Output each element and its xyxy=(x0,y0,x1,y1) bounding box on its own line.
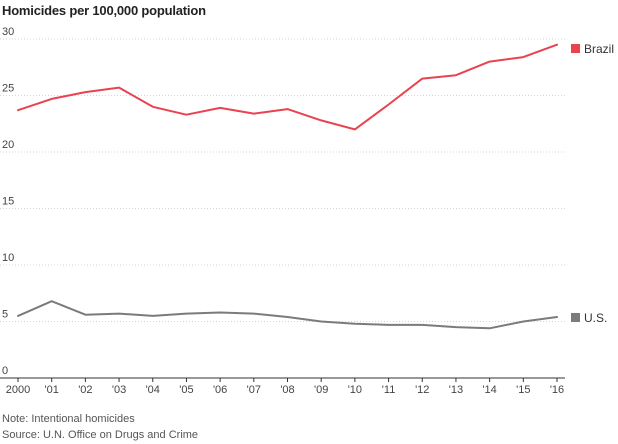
data-point-u-s-2002 xyxy=(84,314,86,316)
data-point-u-s-2016 xyxy=(556,316,558,318)
data-point-u-s-2010 xyxy=(354,323,356,325)
data-point-brazil-2009 xyxy=(320,119,322,121)
x-tick-label-2000: 2000 xyxy=(6,384,30,396)
legend-swatch-u-s xyxy=(571,312,580,322)
x-tick-label-2003: '03 xyxy=(112,384,126,396)
line-chart: 0 5 10 15 20 25 30 2000 '01 '02 '03 '04 '05 '06 '07 '08… xyxy=(0,26,614,396)
x-tick-label-2007: '07 xyxy=(247,384,261,396)
series-line-brazil xyxy=(17,43,558,131)
chart-note: Note: Intentional homicides xyxy=(2,413,135,425)
chart-source: Source: U.N. Office on Drugs and Crime xyxy=(2,429,199,441)
chart-title: Homicides per 100,000 population xyxy=(2,3,206,18)
data-point-u-s-2005 xyxy=(185,313,187,315)
data-point-brazil-2005 xyxy=(185,114,187,116)
y-tick-label-15: 15 xyxy=(2,196,14,208)
data-point-u-s-2001 xyxy=(51,300,53,302)
data-point-brazil-2004 xyxy=(152,106,154,108)
data-point-u-s-2007 xyxy=(253,313,255,315)
data-point-brazil-2012 xyxy=(421,78,423,80)
data-point-brazil-2014 xyxy=(489,61,491,63)
data-point-brazil-2001 xyxy=(51,98,53,100)
data-point-u-s-2013 xyxy=(455,326,457,328)
x-tick-label-2001: '01 xyxy=(45,384,59,396)
data-point-brazil-2002 xyxy=(84,91,86,93)
y-tick-label-10: 10 xyxy=(2,252,14,264)
x-tick-label-2009: '09 xyxy=(314,384,328,396)
x-tick-label-2004: '04 xyxy=(146,384,160,396)
data-point-brazil-2008 xyxy=(287,108,289,110)
x-tick-label-2013: '13 xyxy=(449,384,463,396)
data-point-brazil-2016 xyxy=(556,44,558,46)
data-point-u-s-2003 xyxy=(118,313,120,315)
legend-swatch-brazil xyxy=(571,44,580,53)
data-point-u-s-2011 xyxy=(388,324,390,326)
data-point-u-s-2009 xyxy=(320,321,322,323)
legend-label-brazil: Brazil xyxy=(584,42,614,56)
x-tick-label-2016: '16 xyxy=(550,384,564,396)
data-point-brazil-2013 xyxy=(455,74,457,76)
data-point-brazil-2011 xyxy=(388,104,390,106)
data-point-brazil-2006 xyxy=(219,107,221,109)
x-tick-label-2015: '15 xyxy=(516,384,530,396)
y-tick-label-5: 5 xyxy=(2,309,8,321)
data-point-u-s-2008 xyxy=(287,316,289,318)
y-tick-label-30: 30 xyxy=(2,26,14,38)
y-tick-label-0: 0 xyxy=(2,365,8,377)
x-tick-label-2002: '02 xyxy=(78,384,92,396)
x-tick-label-2005: '05 xyxy=(179,384,193,396)
data-point-u-s-2015 xyxy=(522,321,524,323)
data-point-brazil-2010 xyxy=(354,128,356,130)
data-point-u-s-2000 xyxy=(17,315,19,317)
series-line-u-s xyxy=(17,300,558,330)
data-point-brazil-2003 xyxy=(118,87,120,89)
data-point-brazil-2015 xyxy=(522,56,524,58)
data-point-u-s-2004 xyxy=(152,315,154,317)
x-tick-label-2010: '10 xyxy=(348,384,362,396)
x-tick-label-2014: '14 xyxy=(482,384,496,396)
data-point-u-s-2006 xyxy=(219,311,221,313)
x-tick-label-2012: '12 xyxy=(415,384,429,396)
data-point-brazil-2000 xyxy=(17,109,19,111)
data-point-u-s-2014 xyxy=(489,327,491,329)
data-point-brazil-2007 xyxy=(253,113,255,115)
y-tick-label-20: 20 xyxy=(2,139,14,151)
x-tick-label-2006: '06 xyxy=(213,384,227,396)
y-tick-label-25: 25 xyxy=(2,83,14,95)
x-tick-label-2008: '08 xyxy=(280,384,294,396)
x-tick-label-2011: '11 xyxy=(382,384,396,396)
data-point-u-s-2012 xyxy=(421,324,423,326)
legend-label-u-s: U.S. xyxy=(584,311,607,325)
